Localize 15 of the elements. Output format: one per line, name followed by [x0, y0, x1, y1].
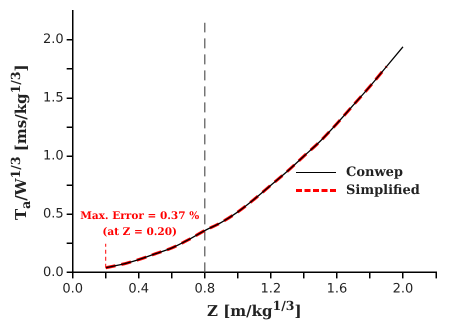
x-tick-label: 0.8: [194, 282, 216, 297]
y-tick-label: 1.5: [42, 90, 64, 106]
legend-label: Conwep: [346, 164, 404, 180]
x-tick-label: 2.0: [392, 282, 414, 297]
x-tick-label: 0.0: [62, 282, 84, 297]
y-tick-label: 0.0: [42, 264, 64, 280]
x-axis-title: Z [m/kg$^{1/3}$]: [206, 298, 303, 320]
x-tick-label: 1.6: [326, 282, 348, 297]
legend-label: Simplified: [346, 182, 420, 198]
x-tick-label: 0.4: [128, 282, 150, 297]
y-tick-label: 2.0: [42, 32, 64, 48]
y-tick-label: 0.5: [42, 206, 64, 222]
annotation: Max. Error = 0.37 % (at Z = 0.20): [80, 210, 200, 238]
y-tick-label: 1.0: [42, 148, 64, 164]
x-tick-label: 1.2: [260, 282, 282, 297]
